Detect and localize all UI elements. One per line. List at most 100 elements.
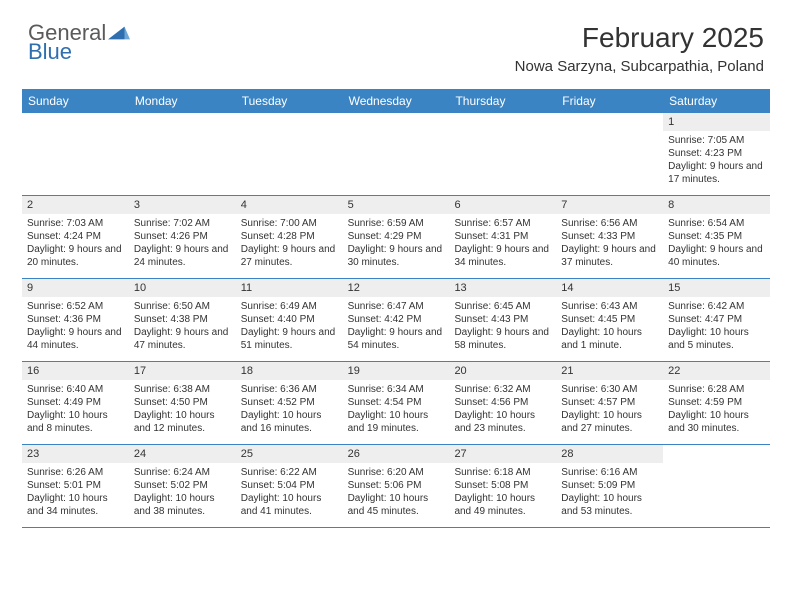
day-cell [22,113,129,195]
day-text: Sunrise: 6:50 AMSunset: 4:38 PMDaylight:… [129,297,236,356]
day-header-row: SundayMondayTuesdayWednesdayThursdayFrid… [22,89,770,113]
day-cell: 11Sunrise: 6:49 AMSunset: 4:40 PMDayligh… [236,279,343,361]
day-number: 9 [22,279,129,297]
day-text: Sunrise: 6:45 AMSunset: 4:43 PMDaylight:… [449,297,556,356]
day-text: Sunrise: 6:24 AMSunset: 5:02 PMDaylight:… [129,463,236,522]
day-cell: 18Sunrise: 6:36 AMSunset: 4:52 PMDayligh… [236,362,343,444]
day-cell: 5Sunrise: 6:59 AMSunset: 4:29 PMDaylight… [343,196,450,278]
day-number: 19 [343,362,450,380]
day-number: 28 [556,445,663,463]
day-text: Sunrise: 6:28 AMSunset: 4:59 PMDaylight:… [663,380,770,439]
day-text: Sunrise: 7:00 AMSunset: 4:28 PMDaylight:… [236,214,343,273]
day-cell [556,113,663,195]
day-text: Sunrise: 6:54 AMSunset: 4:35 PMDaylight:… [663,214,770,273]
day-text: Sunrise: 6:40 AMSunset: 4:49 PMDaylight:… [22,380,129,439]
day-cell [236,113,343,195]
logo-triangle-icon [108,24,130,42]
day-number: 21 [556,362,663,380]
day-cell: 2Sunrise: 7:03 AMSunset: 4:24 PMDaylight… [22,196,129,278]
day-cell: 20Sunrise: 6:32 AMSunset: 4:56 PMDayligh… [449,362,556,444]
location-text: Nowa Sarzyna, Subcarpathia, Poland [515,58,764,75]
day-cell: 16Sunrise: 6:40 AMSunset: 4:49 PMDayligh… [22,362,129,444]
day-cell: 17Sunrise: 6:38 AMSunset: 4:50 PMDayligh… [129,362,236,444]
day-text: Sunrise: 6:16 AMSunset: 5:09 PMDaylight:… [556,463,663,522]
day-text: Sunrise: 6:57 AMSunset: 4:31 PMDaylight:… [449,214,556,273]
day-header-sunday: Sunday [22,89,129,113]
day-number: 24 [129,445,236,463]
day-text: Sunrise: 6:43 AMSunset: 4:45 PMDaylight:… [556,297,663,356]
day-number: 2 [22,196,129,214]
day-number: 10 [129,279,236,297]
day-number: 12 [343,279,450,297]
day-cell: 22Sunrise: 6:28 AMSunset: 4:59 PMDayligh… [663,362,770,444]
day-cell: 26Sunrise: 6:20 AMSunset: 5:06 PMDayligh… [343,445,450,527]
day-text: Sunrise: 6:59 AMSunset: 4:29 PMDaylight:… [343,214,450,273]
day-header-friday: Friday [556,89,663,113]
day-header-tuesday: Tuesday [236,89,343,113]
day-cell [129,113,236,195]
day-header-monday: Monday [129,89,236,113]
day-text: Sunrise: 6:47 AMSunset: 4:42 PMDaylight:… [343,297,450,356]
day-cell: 12Sunrise: 6:47 AMSunset: 4:42 PMDayligh… [343,279,450,361]
page-title: February 2025 [515,22,764,54]
week-row: 2Sunrise: 7:03 AMSunset: 4:24 PMDaylight… [22,196,770,279]
day-number: 17 [129,362,236,380]
day-number: 1 [663,113,770,131]
week-row: 23Sunrise: 6:26 AMSunset: 5:01 PMDayligh… [22,445,770,528]
title-block: February 2025 Nowa Sarzyna, Subcarpathia… [515,22,764,75]
day-text: Sunrise: 7:02 AMSunset: 4:26 PMDaylight:… [129,214,236,273]
day-number: 4 [236,196,343,214]
day-text: Sunrise: 6:20 AMSunset: 5:06 PMDaylight:… [343,463,450,522]
day-number: 16 [22,362,129,380]
day-cell: 14Sunrise: 6:43 AMSunset: 4:45 PMDayligh… [556,279,663,361]
header: General Blue February 2025 Nowa Sarzyna,… [0,0,792,83]
day-number: 26 [343,445,450,463]
day-text: Sunrise: 6:49 AMSunset: 4:40 PMDaylight:… [236,297,343,356]
logo: General Blue [28,22,130,63]
day-cell: 6Sunrise: 6:57 AMSunset: 4:31 PMDaylight… [449,196,556,278]
day-text: Sunrise: 6:52 AMSunset: 4:36 PMDaylight:… [22,297,129,356]
day-cell: 13Sunrise: 6:45 AMSunset: 4:43 PMDayligh… [449,279,556,361]
day-cell: 1Sunrise: 7:05 AMSunset: 4:23 PMDaylight… [663,113,770,195]
day-text: Sunrise: 7:05 AMSunset: 4:23 PMDaylight:… [663,131,770,190]
logo-word-2: Blue [28,41,130,63]
day-text: Sunrise: 7:03 AMSunset: 4:24 PMDaylight:… [22,214,129,273]
day-cell: 8Sunrise: 6:54 AMSunset: 4:35 PMDaylight… [663,196,770,278]
day-text: Sunrise: 6:18 AMSunset: 5:08 PMDaylight:… [449,463,556,522]
day-number: 14 [556,279,663,297]
day-cell: 24Sunrise: 6:24 AMSunset: 5:02 PMDayligh… [129,445,236,527]
day-text: Sunrise: 6:56 AMSunset: 4:33 PMDaylight:… [556,214,663,273]
day-text: Sunrise: 6:30 AMSunset: 4:57 PMDaylight:… [556,380,663,439]
day-cell: 21Sunrise: 6:30 AMSunset: 4:57 PMDayligh… [556,362,663,444]
day-text: Sunrise: 6:32 AMSunset: 4:56 PMDaylight:… [449,380,556,439]
day-text: Sunrise: 6:22 AMSunset: 5:04 PMDaylight:… [236,463,343,522]
day-text: Sunrise: 6:26 AMSunset: 5:01 PMDaylight:… [22,463,129,522]
day-text: Sunrise: 6:38 AMSunset: 4:50 PMDaylight:… [129,380,236,439]
day-text: Sunrise: 6:34 AMSunset: 4:54 PMDaylight:… [343,380,450,439]
day-cell: 10Sunrise: 6:50 AMSunset: 4:38 PMDayligh… [129,279,236,361]
day-cell: 9Sunrise: 6:52 AMSunset: 4:36 PMDaylight… [22,279,129,361]
day-number: 27 [449,445,556,463]
day-number: 13 [449,279,556,297]
day-cell: 19Sunrise: 6:34 AMSunset: 4:54 PMDayligh… [343,362,450,444]
day-header-thursday: Thursday [449,89,556,113]
day-number: 3 [129,196,236,214]
day-number: 22 [663,362,770,380]
day-header-saturday: Saturday [663,89,770,113]
day-cell: 25Sunrise: 6:22 AMSunset: 5:04 PMDayligh… [236,445,343,527]
day-number: 11 [236,279,343,297]
day-cell: 23Sunrise: 6:26 AMSunset: 5:01 PMDayligh… [22,445,129,527]
week-row: 16Sunrise: 6:40 AMSunset: 4:49 PMDayligh… [22,362,770,445]
day-cell: 4Sunrise: 7:00 AMSunset: 4:28 PMDaylight… [236,196,343,278]
day-number: 5 [343,196,450,214]
day-text: Sunrise: 6:36 AMSunset: 4:52 PMDaylight:… [236,380,343,439]
day-number: 6 [449,196,556,214]
day-number: 8 [663,196,770,214]
day-number: 18 [236,362,343,380]
day-text: Sunrise: 6:42 AMSunset: 4:47 PMDaylight:… [663,297,770,356]
day-number: 25 [236,445,343,463]
day-cell [343,113,450,195]
day-number: 23 [22,445,129,463]
day-header-wednesday: Wednesday [343,89,450,113]
day-cell: 15Sunrise: 6:42 AMSunset: 4:47 PMDayligh… [663,279,770,361]
